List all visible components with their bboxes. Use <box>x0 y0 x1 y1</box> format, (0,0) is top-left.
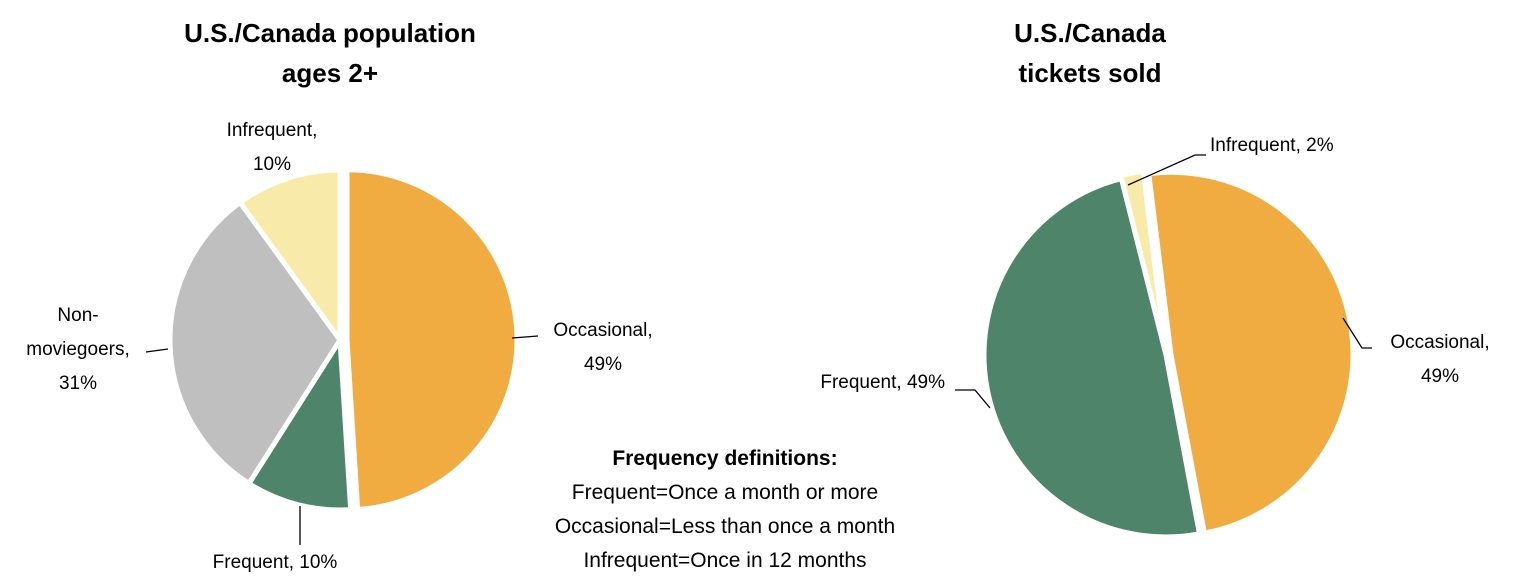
data-label: Non-moviegoers, 31% <box>26 305 130 394</box>
definition: Frequent=Once a month or more <box>572 481 878 504</box>
pie-slice <box>246 337 354 513</box>
chart-title: U.S./Canada tickets sold <box>1014 18 1166 88</box>
chart-title: U.S./Canada population ages 2+ <box>184 18 476 88</box>
definition: Occasional=Less than once a month <box>555 515 895 538</box>
leader-line <box>1127 154 1206 186</box>
pie-slice <box>237 167 343 343</box>
data-label: Frequent, 10% <box>213 552 338 573</box>
pie-slice <box>167 199 343 487</box>
pie-slice <box>344 167 520 512</box>
definitions-title: Frequency definitions: <box>612 447 837 470</box>
pie-slice <box>1118 168 1168 355</box>
data-label: Occasional, 49% <box>553 320 652 375</box>
definition: Infrequent=Once in 12 months <box>583 549 866 572</box>
data-label: Occasional, 49% <box>1390 332 1489 387</box>
pie-slice <box>981 176 1202 540</box>
leader-line <box>955 389 991 409</box>
data-label: Infrequent, 2% <box>1210 135 1334 156</box>
data-label: Infrequent, 10% <box>227 120 318 175</box>
leader-line <box>511 335 539 339</box>
leader-line <box>1342 317 1372 349</box>
leader-line <box>145 348 169 353</box>
data-label: Frequent, 49% <box>820 372 945 393</box>
pie-slice <box>1146 169 1356 536</box>
